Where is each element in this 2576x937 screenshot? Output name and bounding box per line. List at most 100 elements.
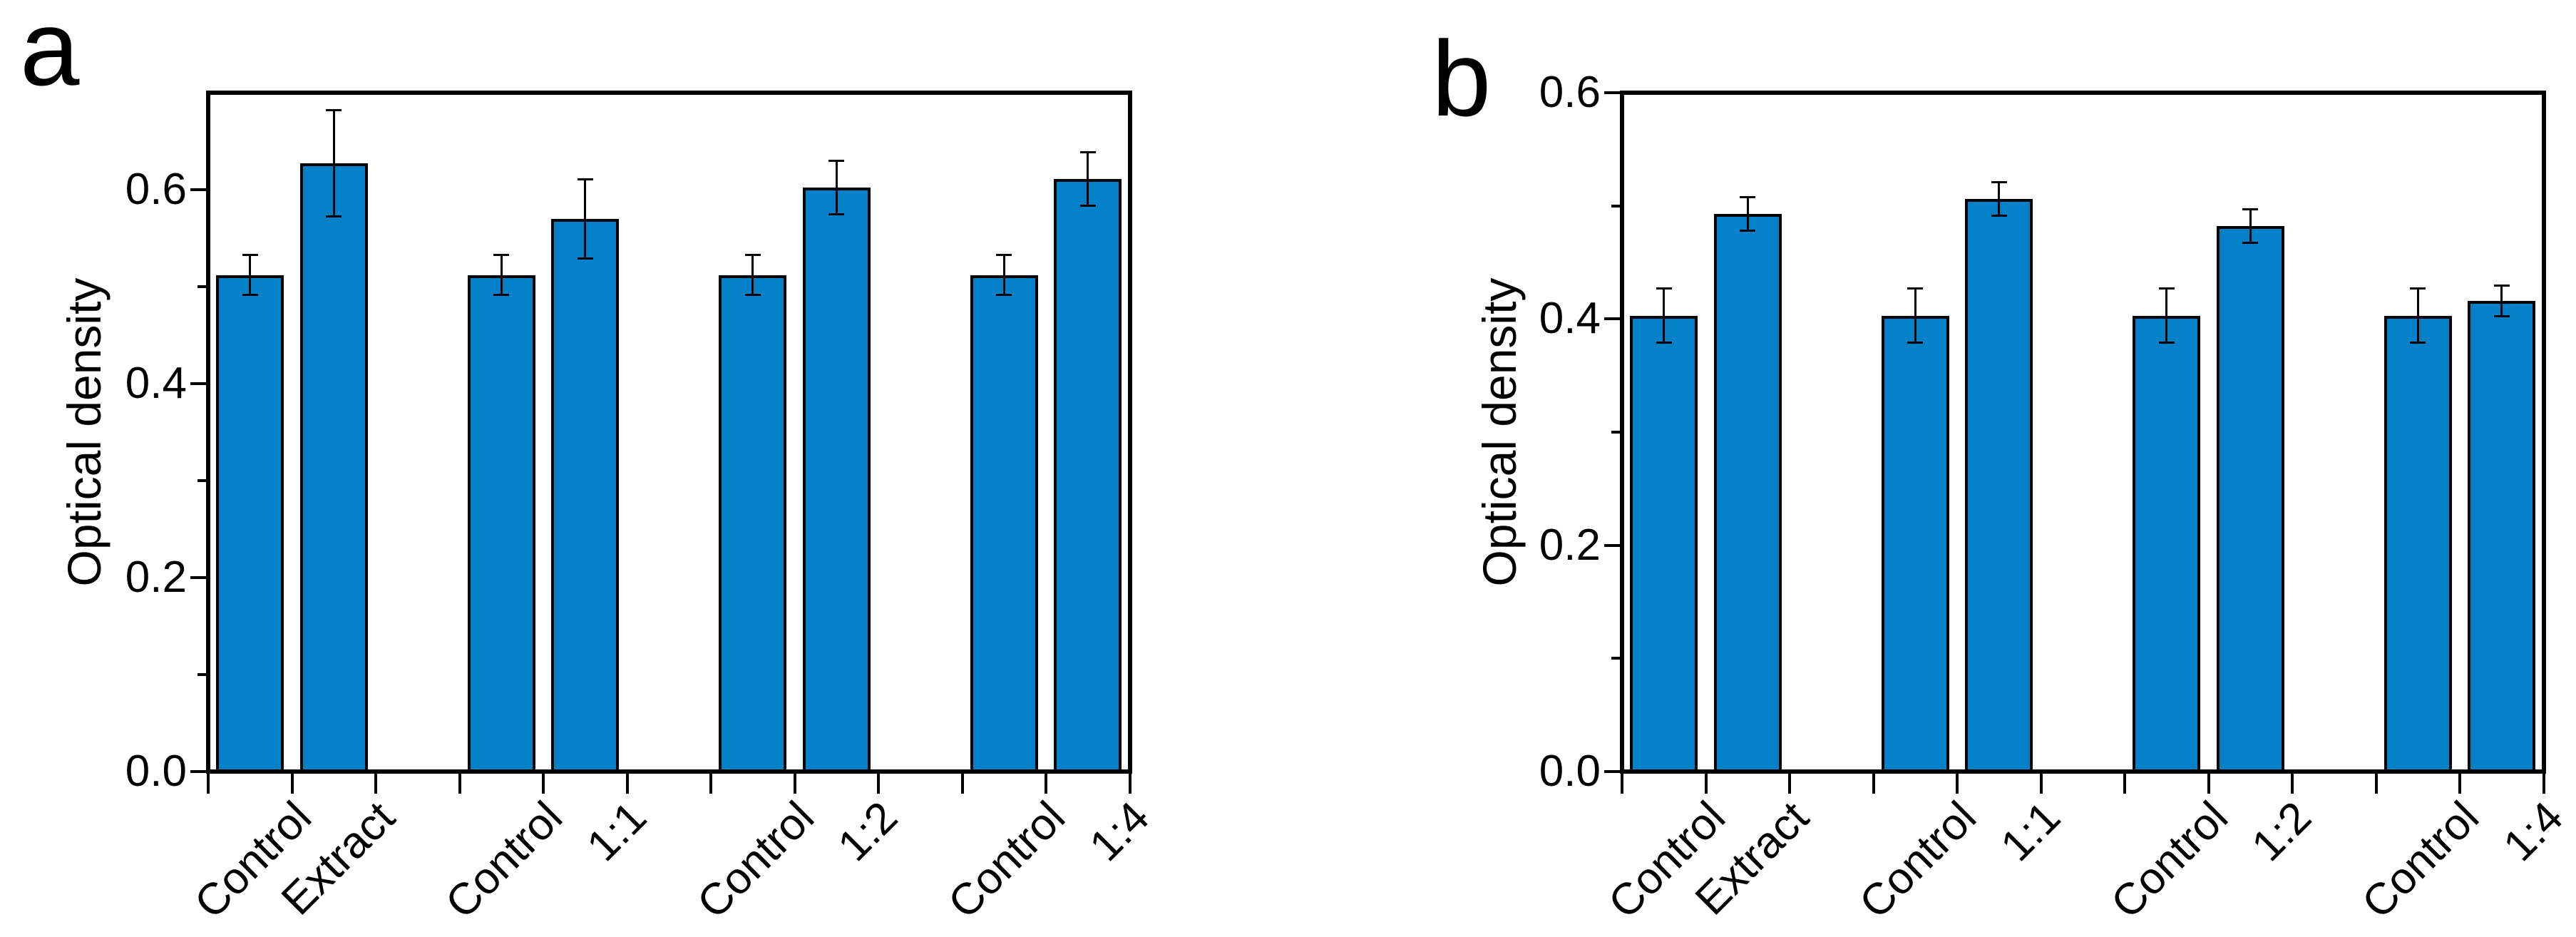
x-tick xyxy=(1788,774,1791,794)
error-bar-line xyxy=(1998,182,2001,216)
y-tick-label: 0.2 xyxy=(125,553,187,602)
bar xyxy=(2216,226,2284,774)
bar xyxy=(551,218,620,774)
x-tick xyxy=(2291,774,2294,794)
error-bar-cap-bottom xyxy=(1079,205,1096,208)
y-minor-tick xyxy=(1611,204,1620,208)
x-tick xyxy=(2458,774,2461,794)
y-axis-title-b: Optical density xyxy=(1473,277,1526,587)
error-bar-cap-top xyxy=(1656,287,1672,290)
bar xyxy=(1054,179,1122,774)
x-tick xyxy=(542,774,545,794)
panel-label-b: b xyxy=(1432,19,1492,138)
error-bar-cap-bottom xyxy=(996,294,1012,297)
error-bar-cap-bottom xyxy=(2158,341,2175,344)
bar xyxy=(802,188,871,774)
error-bar-cap-top xyxy=(828,160,845,163)
error-bar-cap-bottom xyxy=(577,257,593,260)
error-bar-line xyxy=(2165,288,2168,343)
error-bar-cap-bottom xyxy=(2410,341,2426,344)
error-bar-line xyxy=(500,255,503,296)
error-bar-cap-bottom xyxy=(828,213,845,216)
x-tick xyxy=(709,774,712,794)
bar xyxy=(1630,315,1698,774)
y-tick-label: 0.4 xyxy=(1539,294,1601,344)
error-bar-cap-bottom xyxy=(2242,242,2259,245)
error-bar-cap-bottom xyxy=(744,294,761,297)
x-tick xyxy=(2374,774,2378,794)
error-bar-cap-top xyxy=(493,254,510,257)
error-bar-cap-top xyxy=(1740,195,1756,198)
error-bar-cap-top xyxy=(242,254,258,257)
y-minor-tick xyxy=(1611,657,1620,660)
error-bar-line xyxy=(835,160,838,215)
x-tick xyxy=(374,774,377,794)
y-minor-tick xyxy=(1611,431,1620,434)
x-tick xyxy=(1045,774,1047,794)
x-tick xyxy=(877,774,880,794)
panel-label-a: a xyxy=(20,0,80,108)
error-bar-cap-top xyxy=(2242,208,2259,211)
x-tick xyxy=(793,774,796,794)
y-major-tick xyxy=(1604,91,1620,94)
error-bar-cap-top xyxy=(2410,287,2426,290)
error-bar-line xyxy=(249,255,252,296)
y-major-tick xyxy=(190,770,206,773)
error-bar-cap-top xyxy=(744,254,761,257)
x-tick xyxy=(1956,774,1959,794)
error-bar-cap-top xyxy=(1907,287,1924,290)
error-bar-cap-top xyxy=(1079,150,1096,153)
error-bar-line xyxy=(332,110,335,217)
error-bar-cap-top xyxy=(996,254,1012,257)
y-tick-label: 0.2 xyxy=(1539,520,1601,570)
y-major-tick xyxy=(1604,770,1620,773)
x-tick xyxy=(2207,774,2210,794)
y-major-tick xyxy=(190,382,206,385)
x-tick xyxy=(1128,774,1132,794)
bar xyxy=(970,275,1038,774)
x-tick xyxy=(625,774,629,794)
error-bar-line xyxy=(1914,288,1916,343)
y-minor-tick xyxy=(197,673,206,676)
bar xyxy=(467,275,535,774)
y-minor-tick xyxy=(197,285,206,288)
bar xyxy=(1881,315,1949,774)
y-minor-tick xyxy=(197,479,206,482)
error-bar-line xyxy=(1663,288,1666,343)
y-major-tick xyxy=(190,188,206,191)
bar xyxy=(2133,315,2201,774)
bar xyxy=(216,275,284,774)
error-bar-cap-bottom xyxy=(1991,214,2007,217)
x-tick xyxy=(2039,774,2043,794)
y-tick-label: 0.4 xyxy=(125,359,187,408)
error-bar-cap-bottom xyxy=(1656,341,1672,344)
error-bar-cap-bottom xyxy=(326,215,342,218)
x-tick xyxy=(207,774,210,794)
error-bar-cap-bottom xyxy=(493,294,510,297)
bar xyxy=(2383,315,2452,774)
error-bar-cap-bottom xyxy=(2493,315,2510,318)
error-bar-cap-bottom xyxy=(242,294,258,297)
bar xyxy=(2468,300,2536,774)
x-tick xyxy=(290,774,294,794)
error-bar-line xyxy=(2416,288,2419,343)
y-tick-label: 0.0 xyxy=(125,747,187,796)
error-bar-line xyxy=(1002,255,1005,296)
y-tick-label: 0.6 xyxy=(125,165,187,214)
x-tick xyxy=(960,774,964,794)
x-tick xyxy=(458,774,461,794)
error-bar-cap-bottom xyxy=(1907,341,1924,344)
x-tick xyxy=(1704,774,1708,794)
bar xyxy=(1965,199,2033,774)
error-bar-line xyxy=(751,255,754,296)
error-bar-line xyxy=(1746,196,1749,231)
y-major-tick xyxy=(190,576,206,579)
y-tick-label: 0.0 xyxy=(1539,747,1601,796)
error-bar-cap-bottom xyxy=(1740,229,1756,232)
bar xyxy=(299,163,368,774)
error-bar-line xyxy=(584,179,587,259)
error-bar-line xyxy=(1087,151,1089,207)
x-tick xyxy=(2123,774,2126,794)
error-bar-line xyxy=(2249,209,2252,244)
